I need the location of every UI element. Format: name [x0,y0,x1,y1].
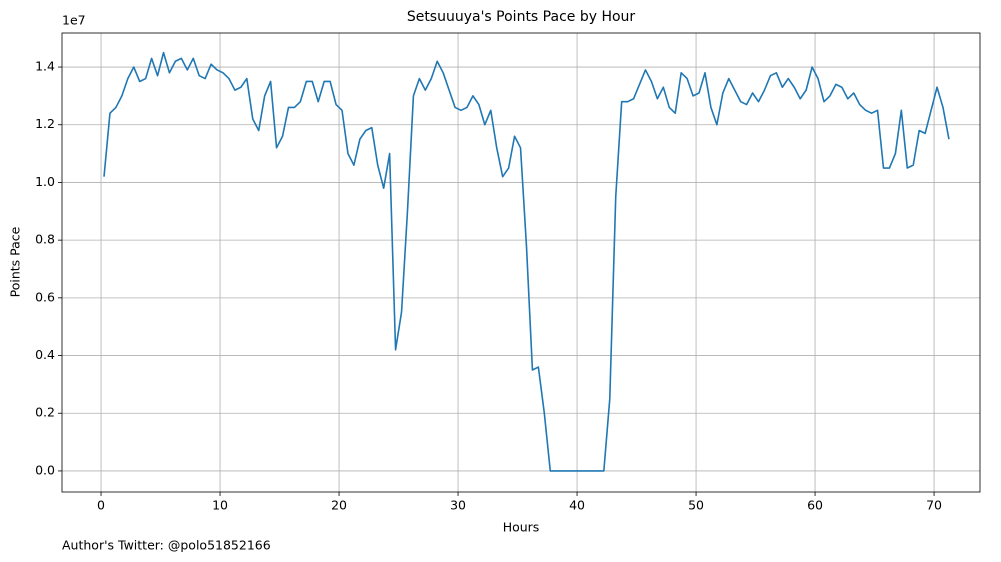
y-tick-label: 1.4 [35,59,55,74]
x-tick-label: 0 [97,498,105,513]
y-tick-label: 1.0 [35,174,55,189]
y-tick-label: 0.2 [35,405,55,420]
plot-frame [61,32,981,493]
x-tick-label: 50 [688,498,704,513]
x-axis-label: Hours [503,520,540,535]
x-tick-label: 20 [331,498,347,513]
y-tick-label: 0.0 [35,462,55,477]
y-tick-label: 0.8 [35,232,55,247]
chart-title: Setsuuuya's Points Pace by Hour [407,9,636,25]
x-tick-label: 30 [450,498,466,513]
footer-note: Author's Twitter: @polo51852166 [62,538,271,553]
x-tick-label: 60 [807,498,823,513]
data-line [103,51,950,472]
y-tick-label: 0.4 [35,347,55,362]
y-offset-text: 1e7 [62,13,86,28]
x-tick-label: 70 [926,498,942,513]
y-tick-label: 1.2 [35,116,55,131]
y-axis-label: Points Pace [8,226,23,297]
x-tick-label: 10 [212,498,228,513]
y-tick-label: 0.6 [35,289,55,304]
x-tick-label: 40 [569,498,585,513]
